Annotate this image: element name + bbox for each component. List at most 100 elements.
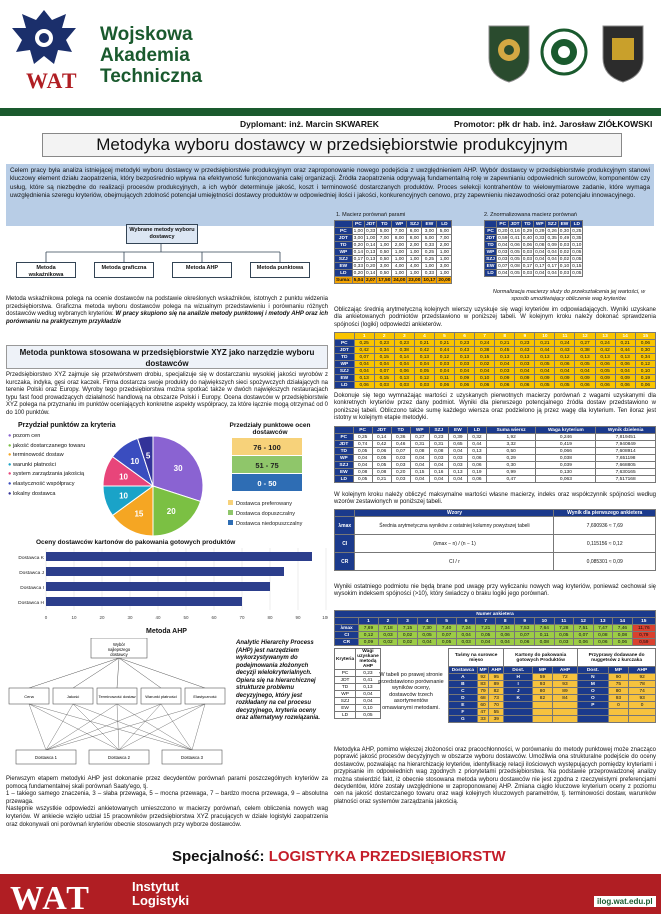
special-label: Specjalność:	[172, 848, 265, 865]
bar-tick-label: 80	[267, 615, 273, 620]
table-header: LD	[466, 426, 487, 434]
table-header: 6	[454, 332, 476, 340]
table-cell: 0,05	[371, 461, 392, 469]
table-cell: 0,07	[373, 367, 395, 375]
right-text-5: Metodyka AHP, pomimo większej złożoności…	[334, 747, 656, 805]
table-cell: 0,05	[534, 360, 556, 368]
table-cell: 0,04	[409, 454, 430, 462]
table-row: TD 0,07 0,15 0,14 0,13 0,12 0,13 0,15 0,13 0,13 0,…	[334, 353, 657, 361]
table-row: JDT 0,74 0,42 0,46 0,31 0,31 0,65 0,44 3,32 0,419…	[334, 440, 656, 448]
pie-legend-item: ● jakość dostarczanego towaru	[8, 443, 100, 451]
range-box	[232, 456, 302, 473]
table-cell: 11,76	[631, 624, 657, 632]
range-label: 76 - 100	[253, 443, 281, 452]
table-cell: 90	[607, 673, 630, 681]
table-cell: 1,00	[391, 269, 408, 277]
ahp-bottom-2: 1 – takiego samego znaczenia, 3 – słaba …	[6, 791, 328, 805]
table-cell: 0,03	[393, 381, 415, 389]
table-cell: 0,16	[508, 227, 522, 235]
table-cell: 0,04	[454, 367, 476, 375]
pie-legend-item: ● system zarządzania jakością	[8, 471, 100, 479]
table-cell: 0,42	[413, 346, 435, 354]
table-row: λmax 7,69 7,18 7,15 7,30 7,40 7,24 7,21 7,34 7,53…	[333, 624, 657, 632]
ahp-alternative-box	[15, 749, 77, 765]
table-cell: 0,02	[397, 638, 418, 646]
table-cell: 0,04	[494, 638, 516, 646]
table-row: E 60 70 P 0 0	[448, 701, 656, 709]
table-cell: 4,00	[406, 262, 423, 270]
table-cell: CR	[333, 552, 356, 571]
table-header: EW	[421, 220, 438, 228]
table-cell: 0,13	[494, 353, 516, 361]
table-header: 5	[436, 617, 457, 625]
table-cell: 0,38	[574, 346, 596, 354]
pie-legend-label: terminowość dostaw	[12, 452, 64, 459]
table-row: D 68 73 K 82 84 O 93 93	[448, 694, 656, 702]
new-weights-table: Kryteria Wagi uzyskane metodą AHP PC 0,23 JD…	[333, 648, 381, 719]
table-cell: CI / r	[354, 552, 555, 571]
table-cell: 0,65	[447, 440, 468, 448]
table-cell: 5,04	[351, 276, 366, 284]
table-cell: 7,608914	[595, 447, 656, 455]
ahp-criterion-label: Cena	[24, 694, 34, 699]
respondents-table: Numer ankietera 1 2 3 4 5 6 7 8 9 10 11 12 13 14 15 λmax…	[333, 610, 657, 646]
table-cell: LD	[333, 711, 357, 719]
table-cell: 1,00	[436, 255, 453, 263]
table-cell: 0,13	[454, 353, 476, 361]
table-cell: 0,04	[533, 269, 547, 277]
table-cell	[628, 715, 656, 723]
table-row: CR CI / r 0,085301 ≈ 0,09	[333, 552, 656, 571]
table-cell: 3,00	[421, 227, 438, 235]
table-cell	[503, 715, 534, 723]
table-cell: 0,38	[393, 346, 415, 354]
range-legend-swatch	[228, 500, 233, 505]
table-cell: 93	[532, 680, 553, 688]
table-cell: F	[448, 708, 478, 716]
table-cell: 0,03	[373, 381, 395, 389]
table-cell: WP	[334, 454, 354, 462]
table-header: PC	[496, 220, 510, 228]
table-cell: 0,06	[614, 360, 636, 368]
table-cell: 0,23	[393, 339, 415, 347]
table-cell: 0,32	[466, 433, 487, 441]
university-name: Wojskowa Akademia Techniczna	[100, 24, 202, 87]
table-cell: H	[503, 673, 534, 681]
table-cell: CR	[333, 638, 360, 646]
table-row: Taśmy na surowce mięso Kartony do pakowan…	[447, 648, 656, 667]
table-header: MP	[532, 666, 553, 674]
table-cell: 0,24	[474, 339, 496, 347]
table-cell: 7,15	[397, 624, 418, 632]
table-cell: λmax	[333, 516, 356, 535]
table-cell: 0,36	[390, 433, 411, 441]
table-header	[334, 426, 354, 434]
range-legend-swatch	[228, 520, 233, 525]
pie-legend-label: jakość dostarczanego towaru	[12, 442, 86, 449]
table-cell: TD	[334, 241, 353, 249]
table-cell: 80	[532, 687, 553, 695]
right-text-2: Dokonuje się tego wymnażając wartości z …	[334, 393, 656, 422]
table-cell: 0,03	[413, 381, 435, 389]
table-row: G 33 39	[448, 715, 656, 723]
table-cell: 0,066	[535, 447, 597, 455]
table-cell: 6,00	[406, 227, 423, 235]
table-cell	[532, 701, 553, 709]
table-cell: 3,00	[436, 262, 453, 270]
table-cell: 0,13	[574, 353, 596, 361]
ahp-link	[191, 703, 206, 751]
matrix1-table: PC JDT TD WP SZJ EW LD PC 1,00 0,33 5,00 7,00 6,00 3,…	[334, 220, 453, 284]
table-cell: 0,74	[352, 440, 373, 448]
table-cell: 0,21	[413, 339, 435, 347]
table-cell: LD	[483, 269, 498, 277]
table-cell: PC	[334, 227, 353, 235]
table-row: SZJ 0,03 0,05 0,03 0,04 0,04 0,02 0,05	[483, 255, 584, 263]
pie-value-label: 30	[174, 464, 183, 473]
tree-node-3: Metoda AHP	[172, 262, 232, 278]
ahp-title: Metoda AHP	[146, 628, 187, 635]
right-text-4: Wyniki ostatniego podmiotu nie będą bran…	[334, 584, 656, 598]
table-cell: 0,09	[358, 638, 379, 646]
table-header: Dostawca	[448, 666, 478, 674]
table-cell: 0,14	[371, 433, 392, 441]
table-cell: 0,31	[428, 440, 449, 448]
table-cell: 0,43	[514, 346, 536, 354]
table-cell: 0,10	[474, 374, 496, 382]
